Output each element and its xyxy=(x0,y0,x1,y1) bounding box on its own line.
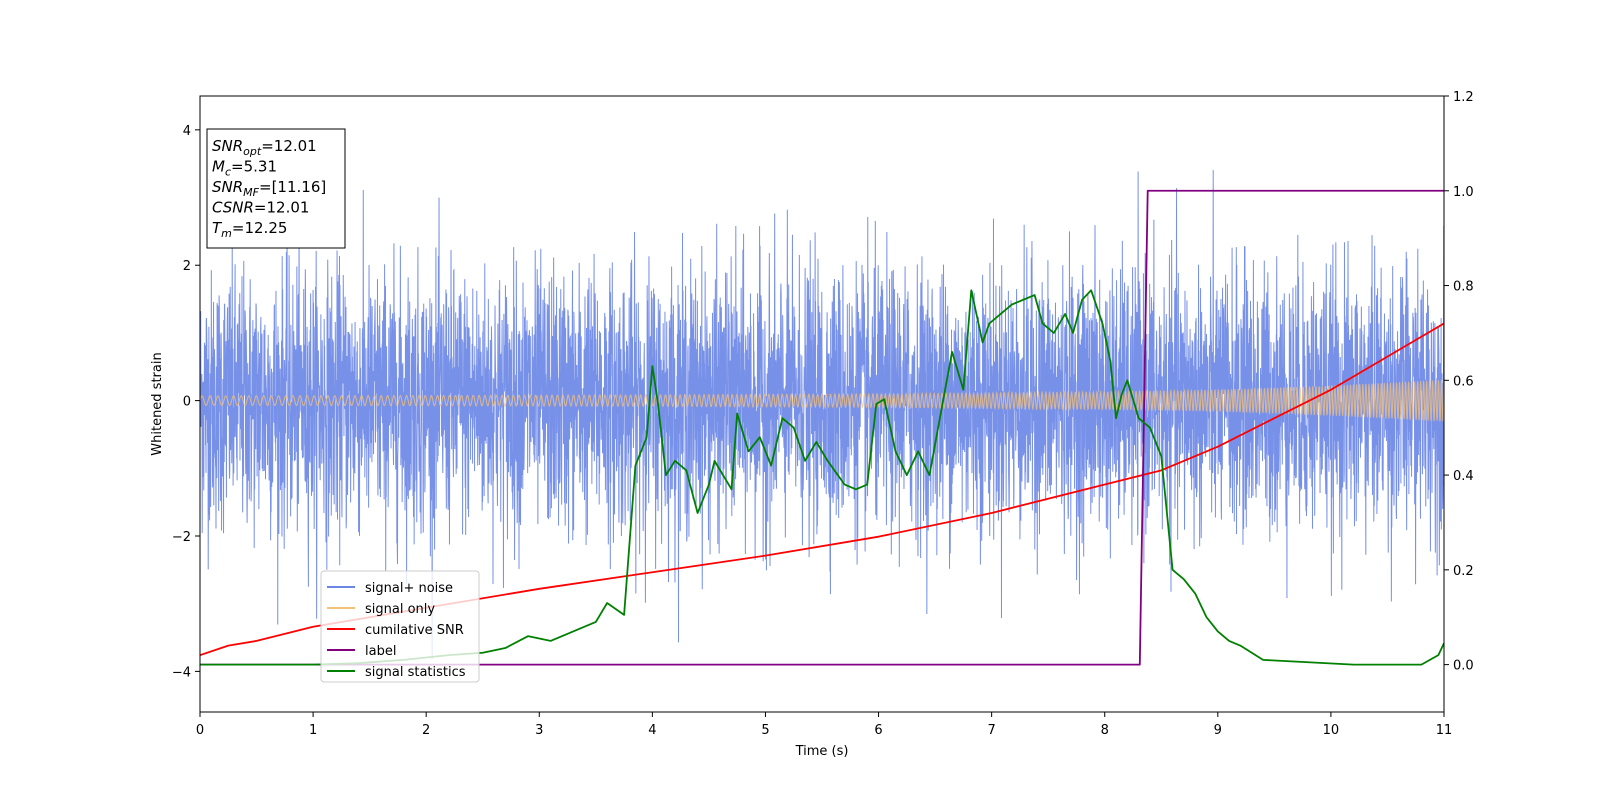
legend-label: label xyxy=(365,644,396,659)
y-tick-label: −4 xyxy=(172,665,191,680)
x-tick-label: 7 xyxy=(987,723,995,738)
x-tick-label: 3 xyxy=(535,723,543,738)
x-tick-label: 2 xyxy=(422,723,430,738)
x-tick-label: 9 xyxy=(1214,723,1222,738)
y2-tick-label: 0.0 xyxy=(1453,659,1474,674)
y2-tick-label: 1.2 xyxy=(1453,90,1474,105)
x-tick-label: 1 xyxy=(309,723,317,738)
y2-tick-label: 0.2 xyxy=(1453,564,1474,579)
info-line: SNRopt=12.01 xyxy=(212,137,317,158)
series-signal-statistics xyxy=(200,289,1444,666)
info-box-frame xyxy=(206,128,346,249)
legend-label: signal+ noise xyxy=(365,581,453,596)
legend-label: cumilative SNR xyxy=(365,623,464,638)
legend-label: signal statistics xyxy=(365,665,466,680)
x-tick-label: 11 xyxy=(1436,723,1453,738)
x-tick-label: 4 xyxy=(648,723,656,738)
y2-tick-label: 0.8 xyxy=(1453,280,1474,295)
y-tick-label: 2 xyxy=(183,259,191,274)
info-line: SNRMF=[11.16] xyxy=(212,178,326,199)
y-tick-label: 0 xyxy=(183,395,191,410)
x-axis-label: Time (s) xyxy=(795,744,849,759)
info-line: Mc=5.31 xyxy=(212,158,277,179)
legend-label: signal only xyxy=(365,602,435,617)
x-tick-label: 6 xyxy=(874,723,882,738)
info-line: Tm=12.25 xyxy=(212,219,287,240)
info-box: SNRopt=12.01Mc=5.31SNRMF=[11.16]CSNR=12.… xyxy=(206,128,346,249)
x-tick-label: 10 xyxy=(1323,723,1340,738)
info-line: CSNR=12.01 xyxy=(212,199,309,217)
y-tick-label: 4 xyxy=(183,124,191,139)
x-tick-label: 0 xyxy=(196,723,204,738)
legend-frame xyxy=(320,570,480,683)
series-signal-noise xyxy=(200,170,1444,660)
x-tick-label: 8 xyxy=(1101,723,1109,738)
y-axis-label: Whitened strain xyxy=(150,352,165,455)
axes-frame xyxy=(199,95,1445,713)
y2-tick-label: 1.0 xyxy=(1453,185,1474,200)
legend: signal+ noise signal only cumilative SNR la… xyxy=(320,570,480,683)
x-tick-label: 5 xyxy=(761,723,769,738)
y2-tick-label: 0.4 xyxy=(1453,469,1474,484)
series-signal-only xyxy=(200,379,1444,422)
y-tick-label: −2 xyxy=(172,530,191,545)
series-cumulative-snr xyxy=(200,322,1444,656)
axes: 0 1 2 3 4 5 6 7 8 9 10 11 −4 −2 0 2 4 0.0 0.2 0.4 0.6 0.8 1.0 1… xyxy=(172,90,1474,738)
plot-area xyxy=(200,170,1444,666)
y2-tick-label: 0.6 xyxy=(1453,374,1474,389)
series-label xyxy=(200,189,1444,666)
